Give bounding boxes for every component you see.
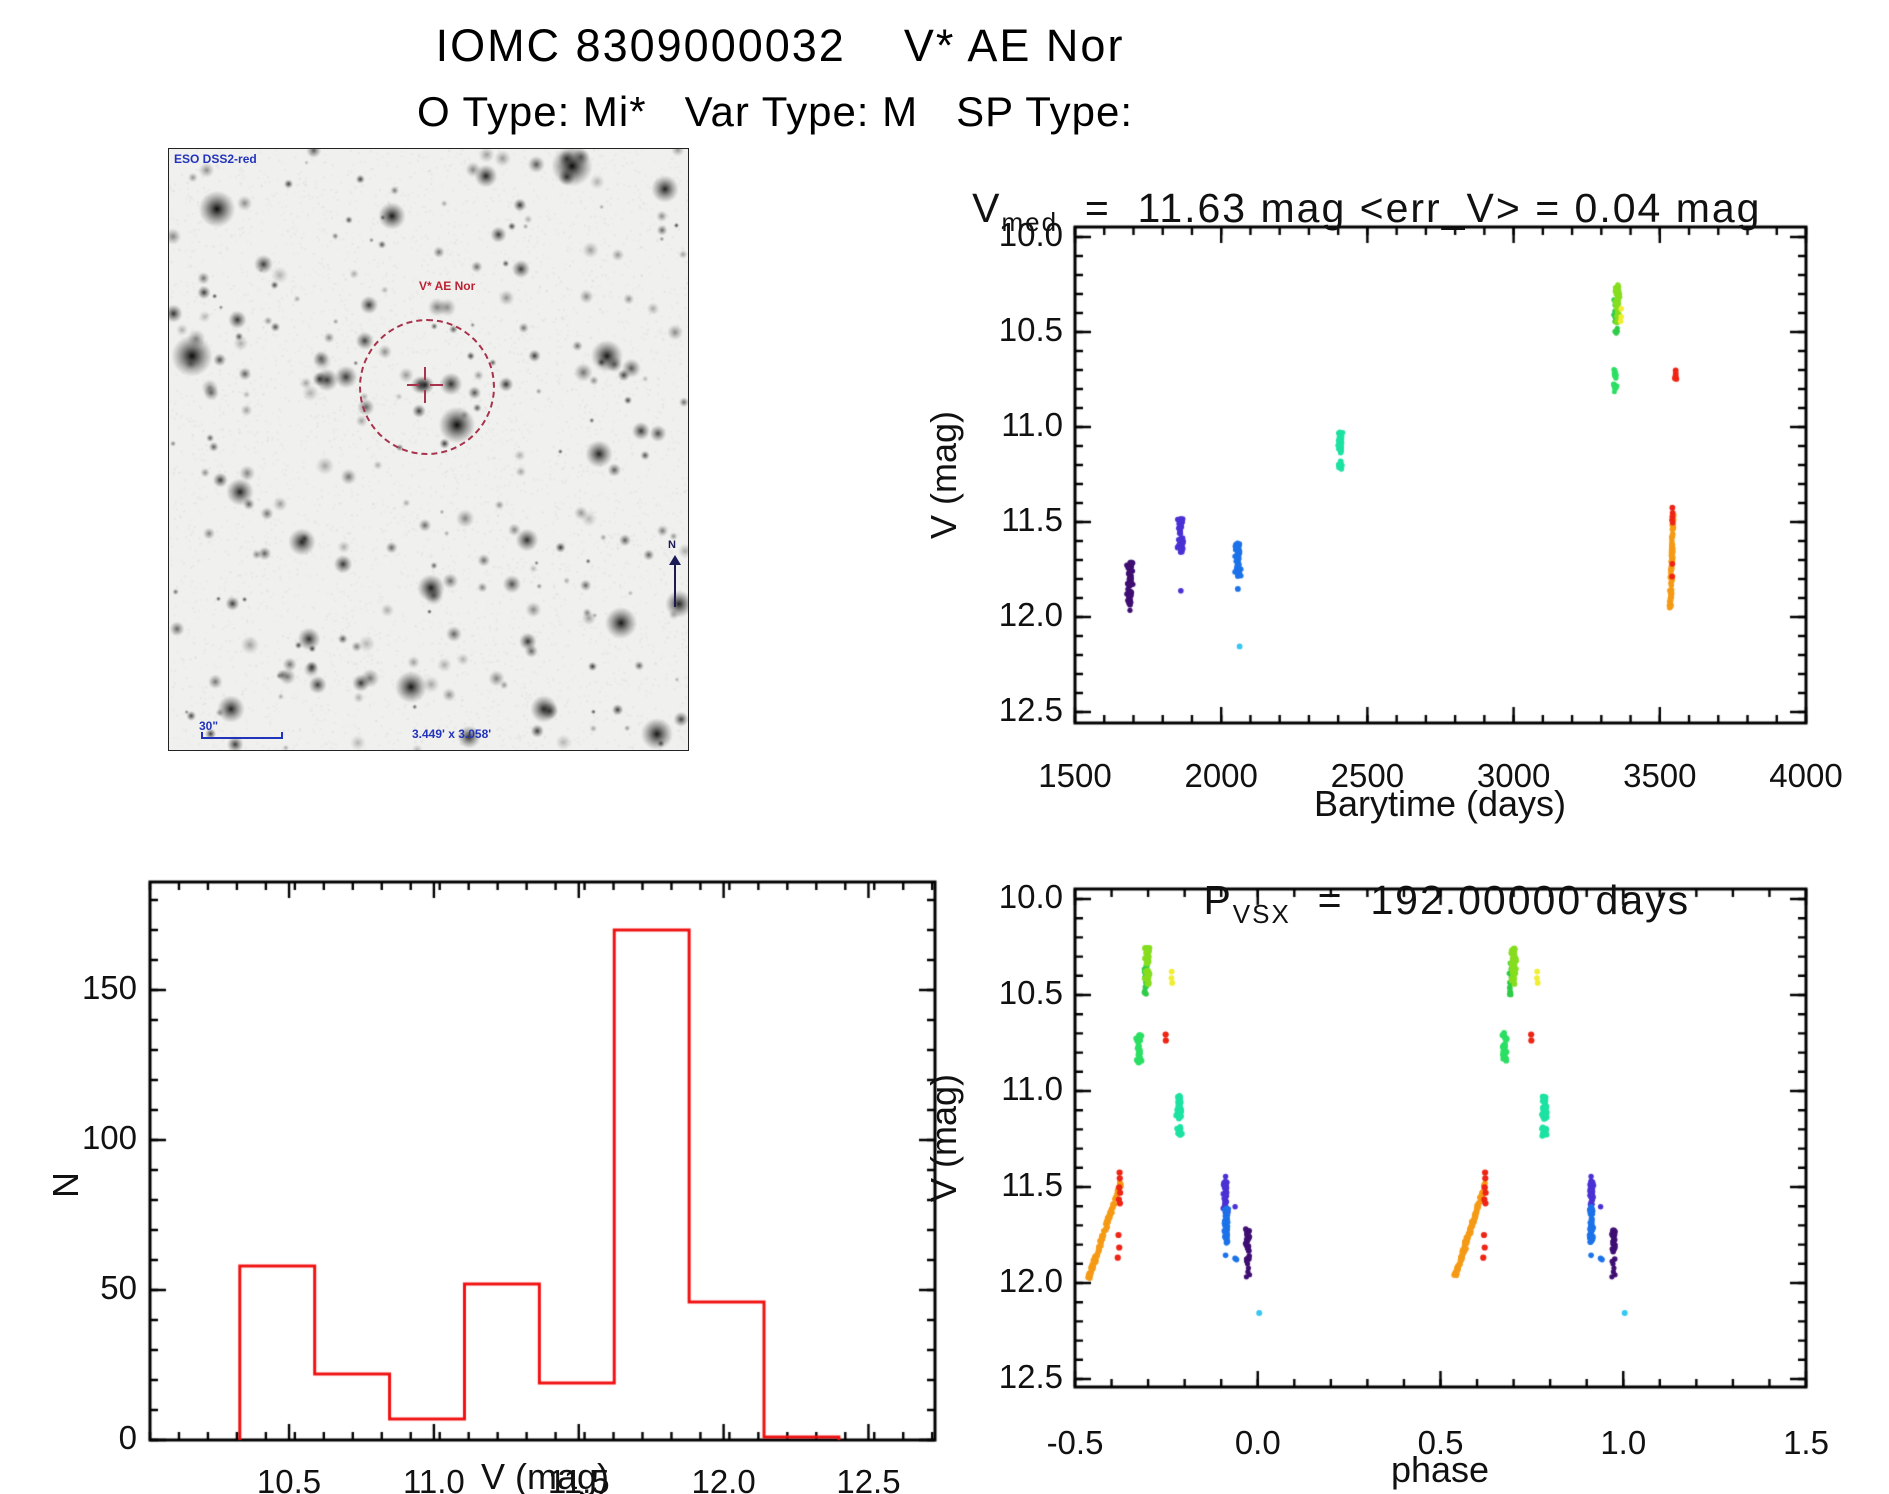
v_histogram-x-tick-label: 12.5 — [836, 1463, 901, 1494]
page-title: IOMC 8309000032 V* AE Nor — [435, 20, 1125, 71]
compass-north-icon — [674, 561, 676, 607]
v_vs_barytime-x-tick-label: 4000 — [1769, 757, 1843, 794]
finder-chart: ESO DSS2-red V* AE Nor 30" 3.449' x 3.05… — [168, 148, 689, 751]
phase-plot-title: PVSX = 192.00000 days — [1150, 830, 1690, 977]
time-plot-title: Vmed = 11.63 mag <err_V> = 0.04 mag — [919, 138, 1762, 285]
v_vs_phase-x-tick-label: 1.5 — [1783, 1424, 1829, 1461]
v_vs_barytime-x-tick-label: 1500 — [1038, 757, 1112, 794]
v_vs_phase-x-tick-label: 0.0 — [1234, 1424, 1281, 1461]
time-xaxis-label: Barytime (days) — [1313, 783, 1567, 824]
v_vs_barytime-y-tick-label: 10.5 — [998, 311, 1063, 348]
time-plot-title-rest: = 11.63 mag <err_V> = 0.04 mag — [1058, 185, 1762, 231]
v_vs_phase-y-tick-label: 11.5 — [1001, 1166, 1063, 1203]
v_histogram-x-tick-label: 11.5 — [547, 1463, 610, 1494]
v_vs_phase-y-tick-label: 12.5 — [998, 1358, 1063, 1395]
v_vs_phase-x-tick-label: 1.0 — [1600, 1424, 1647, 1461]
v_vs_phase-x-tick-label: 0.5 — [1417, 1424, 1464, 1461]
v_vs_phase-y-tick-label: 10.0 — [998, 878, 1063, 915]
v_histogram-x-tick-label: 10.5 — [256, 1463, 322, 1494]
field-size-label: 3.449' x 3.058' — [412, 727, 492, 741]
phase-plot-title-sub: VSX — [1232, 899, 1291, 930]
target-crosshair — [430, 384, 443, 386]
v_vs_barytime-y-tick-label: 11.0 — [1001, 406, 1063, 443]
time-plot-title-sub: med — [1001, 207, 1059, 238]
v_histogram-y-tick-label: 100 — [81, 1119, 137, 1156]
v_histogram-y-tick-label: 0 — [118, 1419, 137, 1456]
phase-plot-title-rest: = 192.00000 days — [1290, 877, 1691, 923]
scale-bar-tick — [281, 732, 283, 739]
v_vs_barytime-x-tick-label: 2500 — [1330, 757, 1405, 794]
compass-north-icon — [669, 555, 681, 565]
page-subtitle: O Type: Mi* Var Type: M SP Type: — [416, 88, 1134, 135]
v_vs_barytime-y-tick-label: 10.0 — [998, 216, 1063, 253]
v_histogram-y-tick-label: 150 — [81, 969, 137, 1006]
target-circle-marker — [359, 319, 495, 455]
target-crosshair — [407, 384, 420, 386]
scale-bar-label: 30" — [199, 719, 219, 733]
v_vs_barytime-x-tick-label: 3000 — [1476, 757, 1551, 794]
v_vs_phase-y-tick-label: 10.5 — [998, 974, 1063, 1011]
v_vs_phase-x-tick-label: -0.5 — [1046, 1424, 1104, 1461]
v_vs_phase-y-tick-label: 11.0 — [1001, 1070, 1063, 1107]
compass-north-label: N — [668, 539, 676, 551]
scale-bar — [201, 732, 283, 739]
v_histogram-y-tick-label: 50 — [100, 1269, 137, 1306]
v_vs_barytime-y-tick-label: 12.0 — [998, 596, 1063, 633]
target-crosshair — [424, 367, 426, 380]
survey-label: ESO DSS2-red — [174, 152, 257, 166]
histogram-xaxis-label: V (mag) — [480, 1456, 610, 1494]
scale-bar-tick — [201, 732, 203, 739]
phase-plot-title-base: P — [1203, 877, 1233, 923]
time-yaxis-label: V (mag) — [923, 410, 964, 540]
v_vs_phase-y-tick-label: 12.0 — [998, 1262, 1063, 1299]
v_histogram-x-tick-label: 12.0 — [691, 1463, 756, 1494]
phase-xaxis-label: phase — [1390, 1449, 1490, 1490]
time-plot-title-base: V — [972, 185, 1002, 231]
v_vs_barytime-y-tick-label: 12.5 — [998, 691, 1063, 728]
v_histogram-x-tick-label: 11.0 — [403, 1463, 465, 1494]
target-label: V* AE Nor — [419, 279, 476, 293]
phase-yaxis-label: V (mag) — [923, 1073, 964, 1203]
target-crosshair — [424, 390, 426, 403]
v_vs_barytime-x-tick-label: 3500 — [1623, 757, 1697, 794]
v_vs_barytime-y-tick-label: 11.5 — [1001, 501, 1063, 538]
v_vs_barytime-x-tick-label: 2000 — [1184, 757, 1258, 794]
histogram-yaxis-label: N — [45, 1172, 86, 1198]
